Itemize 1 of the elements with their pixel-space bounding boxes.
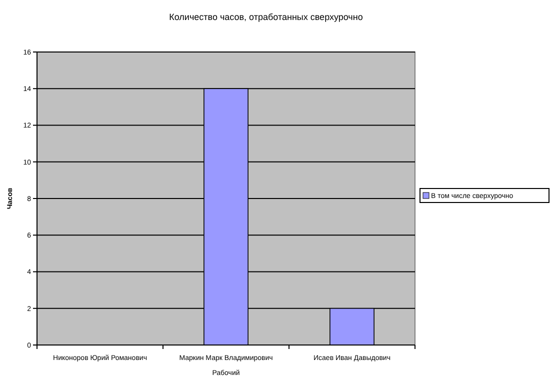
chart-title: Количество часов, отработанных сверхурочно — [169, 12, 363, 22]
